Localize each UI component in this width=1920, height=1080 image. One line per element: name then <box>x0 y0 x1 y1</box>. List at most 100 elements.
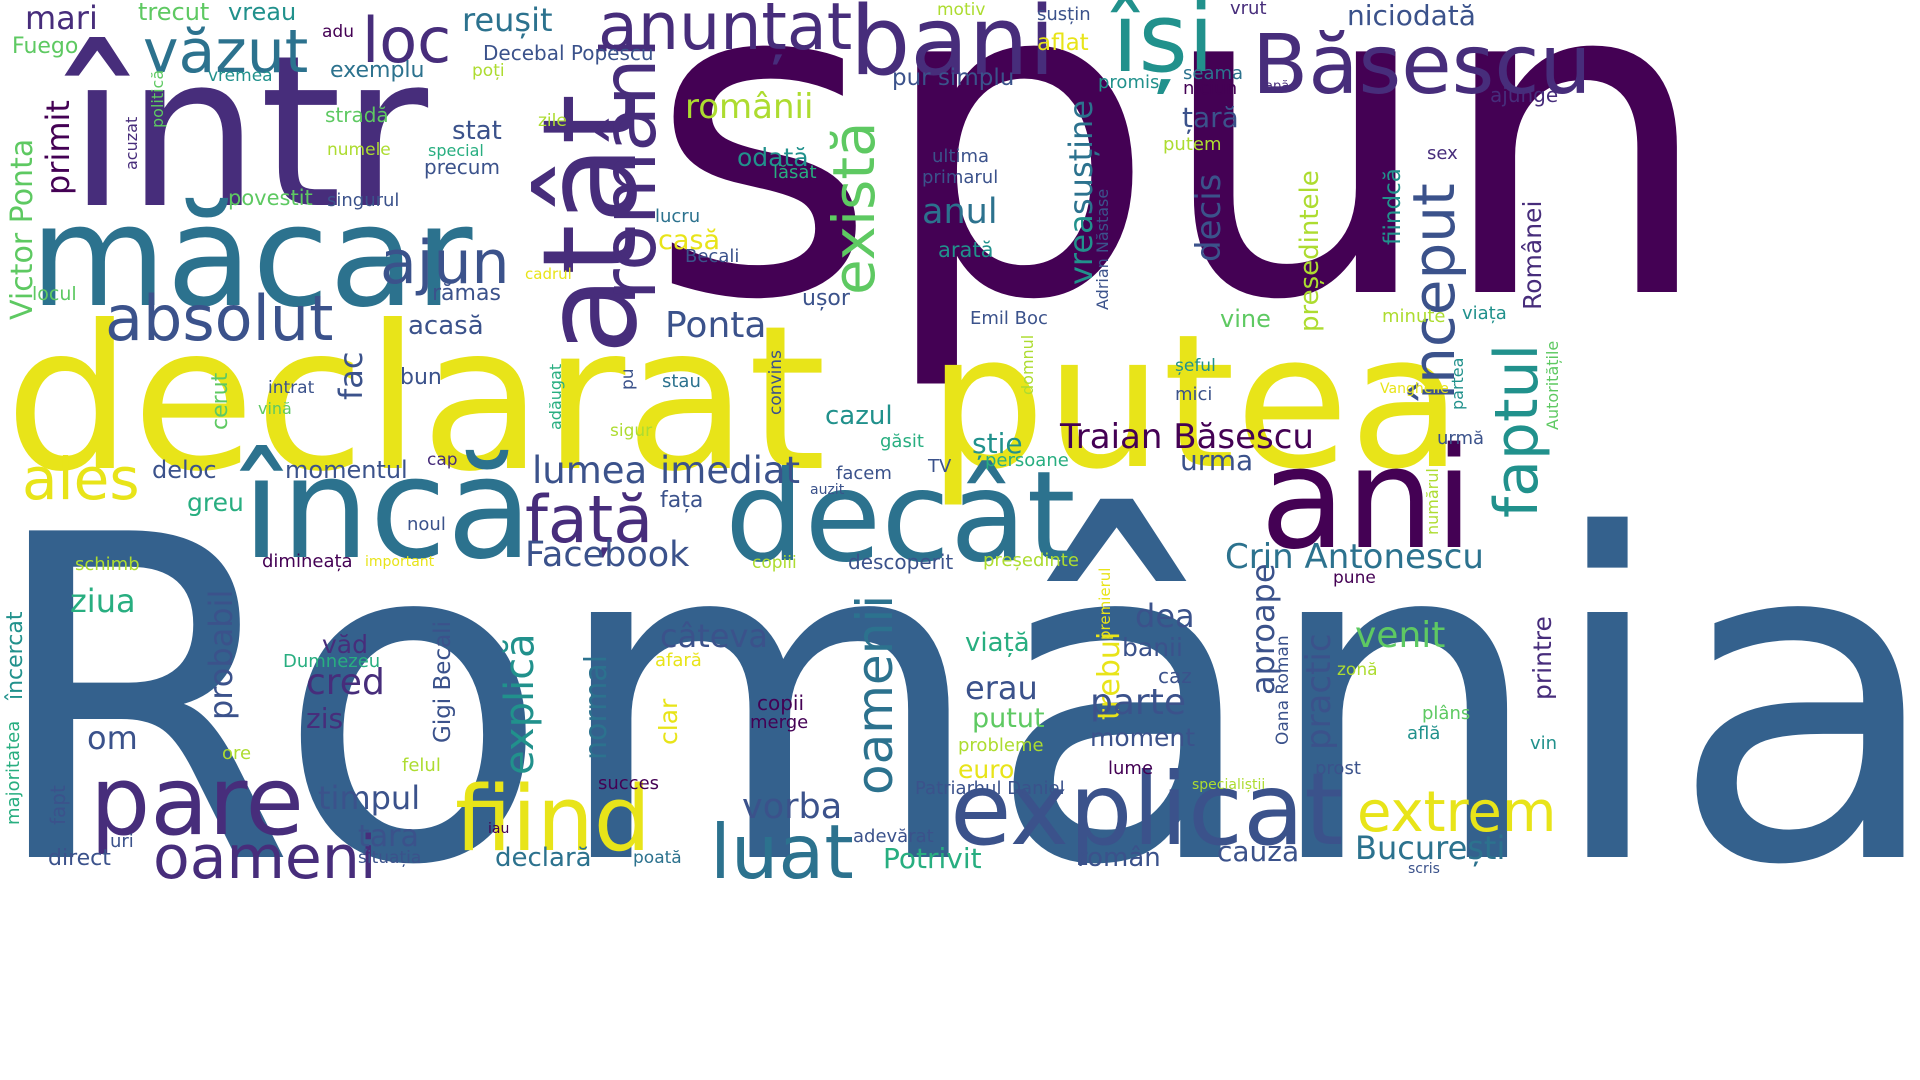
word-romanii: românii <box>685 87 814 127</box>
word-ani: ani <box>1260 418 1474 581</box>
word-potrivit: Potrivit <box>883 842 982 875</box>
word-odata: odată <box>737 143 809 172</box>
word-trecut: trecut <box>138 0 210 26</box>
word-ziua: ziua <box>70 582 136 620</box>
word-pu: pu <box>618 368 638 390</box>
word-singurul: singurul <box>327 190 400 211</box>
word-vanghelie: Vanghelie <box>1380 381 1449 397</box>
word-cred: cred <box>306 662 385 703</box>
word-locul: locul <box>32 283 77 305</box>
word-fuego: Fuego <box>12 34 79 59</box>
word-urma: urma <box>1180 444 1254 477</box>
word-copiii: copiii <box>752 553 797 573</box>
word-moment: moment <box>1090 723 1196 752</box>
word-ajunge: ajunge <box>1490 83 1559 107</box>
word-urma-accent: urmă <box>1437 428 1485 449</box>
word-sustine: susține <box>1062 99 1100 215</box>
word-arata: arată <box>938 238 994 262</box>
word-convins: convins <box>766 350 786 415</box>
word-decebal-popescu: Decebal Popescu <box>483 41 654 65</box>
word-motiv: motiv <box>937 0 986 20</box>
word-precum: precum <box>424 155 500 179</box>
word-vazut: văzut <box>143 17 309 87</box>
word-iau: iau <box>488 821 510 837</box>
word-plans: plâns <box>1422 703 1471 724</box>
word-isi: își <box>1112 0 1215 94</box>
word-scris: scris <box>1408 861 1440 877</box>
word-aflat: aflat <box>1037 30 1089 56</box>
word-adaugat: adăugat <box>546 363 565 430</box>
word-facem: facem <box>836 463 892 484</box>
word-adevarat: adevărat <box>853 826 934 847</box>
word-ajun: ajun <box>380 228 510 298</box>
word-pur-simplu: pur simplu <box>892 65 1015 91</box>
word-prost: prost <box>1315 758 1361 779</box>
word-dimineata: dimineața <box>262 551 353 572</box>
word-ales: ales <box>22 445 140 513</box>
word-numarul: numărul <box>1423 468 1442 535</box>
word-fapt: fapt <box>46 785 70 825</box>
word-primit: primit <box>39 100 77 195</box>
word-practic: practic <box>1299 633 1339 750</box>
word-dumnezeu: Dumnezeu <box>283 651 381 672</box>
word-decat: decât <box>725 445 1076 590</box>
word-gasit: găsit <box>880 431 924 452</box>
word-crin-antonescu: Crin Antonescu <box>1225 537 1484 577</box>
word-timpul: timpul <box>318 779 421 817</box>
word-viata-accent: viața <box>1462 303 1507 324</box>
word-acuzat: acuzat <box>122 116 141 170</box>
word-cateva: câteva <box>660 617 768 655</box>
word-om: om <box>87 719 138 757</box>
word-parte: parte <box>1090 682 1186 723</box>
word-macar: măcar <box>30 176 473 339</box>
word-extrem: extrem <box>1357 780 1557 845</box>
word-intr: într <box>68 10 429 255</box>
word-afla: află <box>1407 723 1441 744</box>
word-vrut: vrut <box>1230 0 1267 19</box>
word-situatia: situația <box>358 848 422 868</box>
word-casa: casă <box>658 225 721 256</box>
word-vina: vină <box>258 399 292 418</box>
word-explica-vert: explică <box>497 633 543 775</box>
word-putem: putem <box>1163 134 1222 155</box>
word-presedinte: președinte <box>983 550 1079 571</box>
word-ore: ore <box>222 743 252 764</box>
word-lucru: lucru <box>655 206 701 227</box>
word-premierul: premierul <box>1096 567 1114 640</box>
word-felul: felul <box>402 755 441 776</box>
word-imediat: imediat <box>660 449 801 492</box>
word-cap: cap <box>427 450 458 470</box>
word-decis: decis <box>1189 173 1229 262</box>
word-niciodata: niciodată <box>1347 0 1476 32</box>
word-direct: direct <box>48 846 111 871</box>
word-oameni: oameni <box>153 823 377 893</box>
word-ramas: rămas <box>432 281 501 306</box>
word-fiind: fiind <box>455 767 651 872</box>
word-fiindca: fiindcă <box>1380 168 1406 245</box>
word-promis: promis <box>1098 72 1160 93</box>
word-viata: viață <box>965 628 1030 658</box>
word-tara: țara <box>358 819 419 854</box>
word-romani-vert: români <box>585 37 673 300</box>
word-bucuresti: București <box>1355 829 1506 867</box>
word-deloc: deloc <box>152 456 217 484</box>
word-patriarhul-daniel: Patriarhul Daniel <box>915 778 1065 799</box>
word-sustin: susțin <box>1037 4 1091 25</box>
word-anul: anul <box>922 192 998 232</box>
word-vorba: vorba <box>742 787 843 827</box>
word-copii: copii <box>757 691 805 715</box>
word-cadrul: cadrul <box>525 265 572 283</box>
word-roman: român <box>1077 843 1161 873</box>
word-niciun: niciun <box>1183 78 1238 99</box>
word-mici: mici <box>1175 384 1213 405</box>
word-faptul: faptul <box>1482 343 1552 518</box>
word-sex: sex <box>1427 143 1458 164</box>
word-tara-accent: țară <box>1182 101 1239 134</box>
word-inca: încă <box>242 428 533 591</box>
word-luat: luat <box>710 808 854 896</box>
word-mari: mari <box>25 0 98 37</box>
word-auzit: auzit <box>810 482 845 498</box>
word-poata: poată <box>633 848 682 868</box>
word-cazul: cazul <box>825 401 893 431</box>
